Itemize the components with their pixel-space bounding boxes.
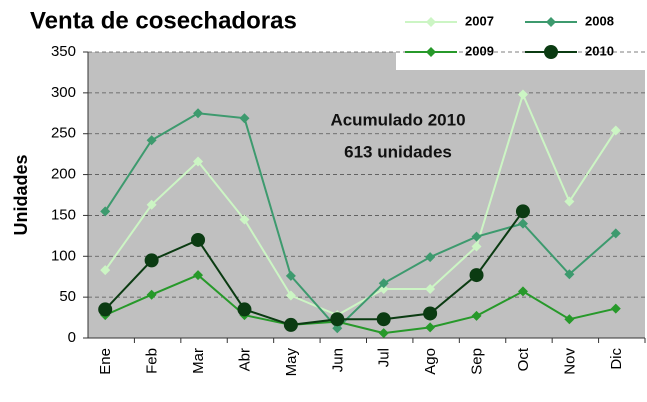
data-point xyxy=(285,290,296,301)
data-point xyxy=(144,253,159,268)
plot-area xyxy=(88,52,645,338)
y-tick-label: 200 xyxy=(51,166,76,183)
x-tick-label: Abr xyxy=(236,348,253,371)
series-line xyxy=(104,273,617,335)
legend-marker xyxy=(544,45,558,59)
data-point xyxy=(237,302,252,317)
series-line xyxy=(104,210,524,326)
annotation: Acumulado 2010 xyxy=(330,110,465,129)
data-point xyxy=(515,204,530,219)
y-tick-label: 50 xyxy=(59,288,76,305)
x-tick-label: Nov xyxy=(561,348,578,375)
legend-marker xyxy=(426,17,436,27)
data-point xyxy=(425,252,436,263)
data-point xyxy=(564,196,575,207)
data-point xyxy=(517,89,528,100)
data-point xyxy=(471,241,482,252)
data-point xyxy=(376,312,391,327)
annotation: 613 unidades xyxy=(344,142,452,161)
data-point xyxy=(378,278,389,289)
data-point xyxy=(425,322,436,333)
data-point xyxy=(469,268,484,283)
data-point xyxy=(100,265,111,276)
data-point xyxy=(239,113,250,124)
x-tick-label: Ene xyxy=(97,348,114,375)
data-point xyxy=(193,270,204,281)
data-point xyxy=(146,289,157,300)
data-point xyxy=(239,214,250,225)
series-line xyxy=(104,112,617,330)
x-tick-label: Jul xyxy=(376,348,393,367)
data-point xyxy=(610,125,621,136)
legend-marker xyxy=(426,47,436,57)
x-tick-label: Mar xyxy=(190,348,207,374)
series-line xyxy=(104,91,617,317)
x-tick-label: Feb xyxy=(144,348,161,374)
data-point xyxy=(425,283,436,294)
legend-box xyxy=(396,0,647,70)
y-tick-label: 0 xyxy=(68,329,76,346)
data-point xyxy=(564,314,575,325)
data-point xyxy=(283,317,298,332)
data-point xyxy=(517,218,528,229)
chart-title: Venta de cosechadoras xyxy=(30,7,297,34)
legend-label: 2010 xyxy=(585,43,614,58)
data-point xyxy=(517,286,528,297)
data-point xyxy=(193,108,204,119)
data-point xyxy=(610,303,621,314)
y-axis-label: Unidades xyxy=(11,154,31,235)
y-tick-label: 250 xyxy=(51,125,76,142)
x-tick-label: Oct xyxy=(515,347,532,371)
y-tick-label: 100 xyxy=(51,247,76,264)
y-tick-label: 300 xyxy=(51,84,76,101)
data-point xyxy=(285,270,296,281)
data-point xyxy=(471,310,482,321)
x-tick-label: Dic xyxy=(608,348,625,370)
x-tick-label: Jun xyxy=(329,348,346,372)
y-tick-label: 350 xyxy=(51,43,76,60)
legend-label: 2009 xyxy=(465,43,494,58)
data-point xyxy=(100,206,111,217)
data-point xyxy=(146,199,157,210)
data-point xyxy=(471,231,482,242)
x-tick-label: May xyxy=(283,348,300,377)
data-point xyxy=(191,232,206,247)
legend-marker xyxy=(546,17,556,27)
data-point xyxy=(610,228,621,239)
legend-label: 2007 xyxy=(465,13,494,28)
data-point xyxy=(330,312,345,327)
data-point xyxy=(98,302,113,317)
data-point xyxy=(564,269,575,280)
y-tick-label: 150 xyxy=(51,206,76,223)
data-point xyxy=(193,156,204,167)
x-tick-label: Ago xyxy=(422,348,439,375)
data-point xyxy=(378,328,389,339)
x-tick-label: Sep xyxy=(469,348,486,375)
data-point xyxy=(146,135,157,146)
data-point xyxy=(423,306,438,321)
legend-label: 2008 xyxy=(585,13,614,28)
